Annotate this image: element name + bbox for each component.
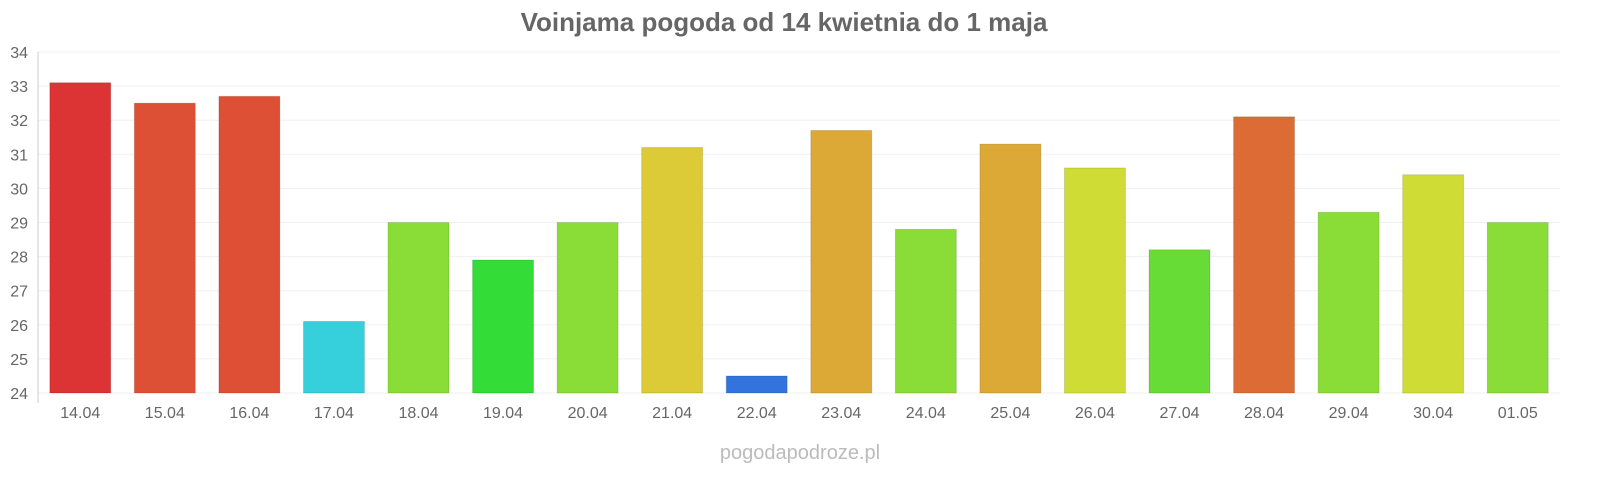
bar-21.04 xyxy=(641,146,704,394)
x-tick-label: 26.04 xyxy=(1075,405,1115,422)
x-tick-label: 19.04 xyxy=(483,405,523,422)
bar-18.04 xyxy=(387,222,450,394)
bar-16.04 xyxy=(218,95,281,394)
x-tick-label: 24.04 xyxy=(906,405,946,422)
y-tick-label: 29 xyxy=(10,216,28,233)
bar-28.04 xyxy=(1233,116,1296,394)
y-tick-label: 24 xyxy=(10,386,28,403)
bar-29.04 xyxy=(1317,211,1380,394)
bar-14.04 xyxy=(49,82,112,394)
y-tick-label: 32 xyxy=(10,113,28,130)
x-tick-label: 25.04 xyxy=(990,405,1030,422)
bar-20.04 xyxy=(556,222,619,394)
bar-26.04 xyxy=(1063,167,1126,394)
y-tick-label: 25 xyxy=(10,352,28,369)
bar-30.04 xyxy=(1402,174,1465,394)
bar-27.04 xyxy=(1148,249,1211,394)
x-tick-label: 17.04 xyxy=(314,405,354,422)
bar-22.04 xyxy=(725,375,788,394)
y-tick-label: 30 xyxy=(10,181,28,198)
x-tick-label: 01.05 xyxy=(1498,405,1538,422)
x-tick-label: 29.04 xyxy=(1329,405,1369,422)
x-tick-label: 15.04 xyxy=(145,405,185,422)
x-axis: 14.04 15.04 16.04 17.04 18.04 19.04 20.04 21.04… xyxy=(60,405,1538,422)
bar-24.04 xyxy=(894,228,957,394)
y-tick-label: 34 xyxy=(10,45,28,62)
x-tick-label: 30.04 xyxy=(1413,405,1453,422)
x-tick-label: 16.04 xyxy=(229,405,269,422)
x-tick-label: 21.04 xyxy=(652,405,692,422)
bars xyxy=(49,82,1549,394)
y-tick-label: 31 xyxy=(10,147,28,164)
y-tick-label: 28 xyxy=(10,250,28,267)
x-tick-label: 23.04 xyxy=(821,405,861,422)
y-tick-label: 27 xyxy=(10,284,28,301)
bar-01.05 xyxy=(1486,222,1549,394)
x-tick-label: 14.04 xyxy=(60,405,100,422)
x-tick-label: 27.04 xyxy=(1159,405,1199,422)
chart-title: Voinjama pogoda od 14 kwietnia do 1 maja xyxy=(521,7,1048,37)
x-tick-label: 28.04 xyxy=(1244,405,1284,422)
watermark: pogodapodroze.pl xyxy=(720,442,880,464)
bar-17.04 xyxy=(302,320,365,394)
y-tick-label: 26 xyxy=(10,318,28,335)
x-tick-label: 18.04 xyxy=(398,405,438,422)
x-tick-label: 22.04 xyxy=(737,405,777,422)
y-tick-label: 33 xyxy=(10,79,28,96)
grid xyxy=(38,51,1560,394)
x-tick-label: 20.04 xyxy=(568,405,608,422)
bar-19.04 xyxy=(472,259,535,394)
y-axis: 24 25 26 27 28 29 30 31 32 33 34 xyxy=(10,45,39,403)
bar-25.04 xyxy=(979,143,1042,394)
bar-15.04 xyxy=(133,102,196,394)
bar-23.04 xyxy=(810,129,873,394)
